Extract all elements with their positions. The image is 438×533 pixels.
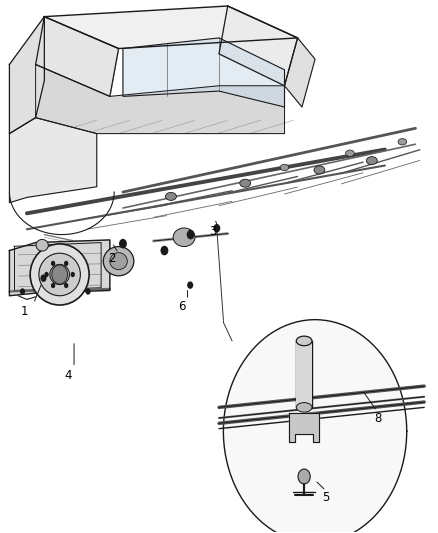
Polygon shape — [44, 6, 297, 49]
Text: 6: 6 — [178, 300, 186, 313]
Ellipse shape — [103, 247, 134, 276]
Circle shape — [119, 239, 127, 248]
Circle shape — [40, 274, 46, 282]
Ellipse shape — [39, 253, 81, 296]
Ellipse shape — [296, 402, 312, 412]
Circle shape — [44, 272, 49, 277]
Ellipse shape — [166, 192, 177, 200]
Text: 2: 2 — [108, 252, 116, 265]
Circle shape — [187, 281, 193, 289]
Ellipse shape — [398, 139, 407, 145]
Ellipse shape — [36, 239, 48, 251]
Ellipse shape — [173, 228, 195, 247]
Circle shape — [213, 224, 220, 232]
Text: 3: 3 — [209, 225, 216, 238]
Text: 4: 4 — [65, 369, 72, 382]
Polygon shape — [219, 6, 297, 86]
Circle shape — [160, 246, 168, 255]
Text: 8: 8 — [374, 411, 382, 424]
Ellipse shape — [240, 179, 251, 187]
Polygon shape — [10, 118, 97, 203]
Circle shape — [51, 283, 55, 288]
Circle shape — [64, 283, 68, 288]
Polygon shape — [10, 240, 110, 296]
FancyBboxPatch shape — [296, 341, 312, 407]
Polygon shape — [285, 38, 315, 107]
Circle shape — [298, 469, 310, 484]
Ellipse shape — [366, 157, 377, 165]
Circle shape — [20, 288, 25, 295]
Ellipse shape — [280, 164, 289, 171]
Polygon shape — [289, 413, 319, 442]
Ellipse shape — [30, 244, 89, 305]
Ellipse shape — [346, 150, 354, 156]
Circle shape — [51, 261, 55, 266]
Circle shape — [64, 261, 68, 266]
Polygon shape — [10, 17, 44, 134]
Text: 1: 1 — [21, 305, 28, 318]
Ellipse shape — [296, 336, 312, 346]
Polygon shape — [123, 38, 285, 107]
Ellipse shape — [50, 264, 70, 285]
Ellipse shape — [314, 166, 325, 174]
Polygon shape — [35, 17, 119, 96]
Circle shape — [85, 288, 91, 295]
Ellipse shape — [110, 253, 127, 270]
Circle shape — [52, 265, 67, 284]
Circle shape — [187, 230, 194, 239]
Circle shape — [71, 272, 75, 277]
Text: 5: 5 — [322, 491, 330, 504]
Polygon shape — [35, 64, 285, 134]
Polygon shape — [223, 320, 407, 533]
